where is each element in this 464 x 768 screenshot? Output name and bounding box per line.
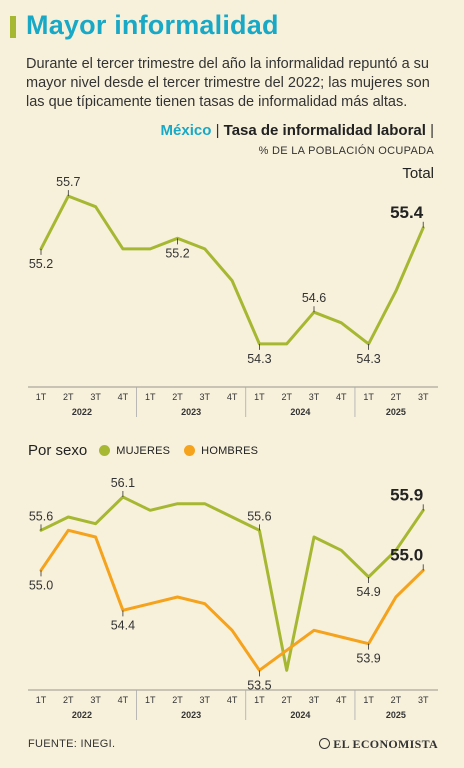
x-tick-label: 1T bbox=[36, 392, 47, 402]
data-label: 54.3 bbox=[247, 352, 271, 366]
year-label-2025: 2025 bbox=[386, 407, 406, 417]
data-label: 56.1 bbox=[111, 476, 135, 490]
year-label-2022: 2022 bbox=[72, 710, 92, 720]
legend-hombres-swatch bbox=[184, 445, 196, 456]
x-tick-label: 2T bbox=[172, 695, 183, 705]
header-separator-end: | bbox=[430, 122, 434, 139]
x-tick-label: 1T bbox=[145, 392, 156, 402]
year-label-2022: 2022 bbox=[72, 407, 92, 417]
data-label: 54.9 bbox=[356, 585, 380, 599]
x-tick-label: 3T bbox=[309, 392, 320, 402]
legend-hombres-label: HOMBRES bbox=[201, 444, 259, 457]
series-line-hombres bbox=[39, 528, 425, 672]
data-label: 53.5 bbox=[247, 678, 271, 692]
x-tick-label: 1T bbox=[363, 392, 374, 402]
legend-mujeres-label: MUJERES bbox=[116, 444, 171, 457]
data-label: 55.2 bbox=[29, 257, 53, 271]
source-note: FUENTE: INEGI. bbox=[28, 738, 116, 750]
x-tick-label: 4T bbox=[227, 695, 238, 705]
total-label: Total bbox=[402, 165, 434, 182]
title-accent-bar bbox=[10, 16, 16, 38]
x-tick-label: 3T bbox=[309, 695, 320, 705]
data-label: 55.6 bbox=[29, 509, 53, 523]
page-title: Mayor informalidad bbox=[26, 10, 279, 40]
brand-logo: EL ECONOMISTA bbox=[319, 737, 438, 752]
x-tick-label: 3T bbox=[200, 392, 211, 402]
x-tick-label: 1T bbox=[254, 392, 265, 402]
year-label-2024: 2024 bbox=[290, 710, 310, 720]
x-tick-label: 4T bbox=[118, 695, 129, 705]
x-tick-label: 3T bbox=[418, 695, 429, 705]
data-label: 54.6 bbox=[302, 291, 326, 305]
data-label: 55.4 bbox=[390, 203, 424, 222]
x-tick-label: 4T bbox=[336, 695, 347, 705]
measure-label: Tasa de informalidad laboral bbox=[223, 122, 426, 139]
total-line-chart: 2022 2023 2024 2025 1T 2T 3T 4T 1T 2T 3T 4T 1T 2T 3T 4T… bbox=[28, 175, 438, 417]
x-tick-label: 4T bbox=[336, 392, 347, 402]
data-label: 55.0 bbox=[390, 545, 423, 564]
x-tick-label: 1T bbox=[363, 695, 374, 705]
sex-line-chart: 2022 2023 2024 2025 1T 2T 3T 4T 1T 2T 3T 4T 1T 2T 3T 4T… bbox=[28, 476, 438, 720]
x-tick-label: 3T bbox=[90, 392, 101, 402]
data-label: 55.6 bbox=[247, 509, 271, 523]
data-label: 54.4 bbox=[111, 618, 135, 632]
x-tick-label: 2T bbox=[391, 392, 402, 402]
x-tick-label: 2T bbox=[281, 392, 292, 402]
subtitle: Durante el tercer trimestre del año la i… bbox=[26, 56, 430, 110]
data-label: 55.2 bbox=[165, 246, 189, 260]
data-label: 55.7 bbox=[56, 175, 80, 189]
year-label-2023: 2023 bbox=[181, 407, 201, 417]
series-line-total bbox=[39, 194, 425, 346]
legend-title: Por sexo bbox=[28, 442, 88, 459]
x-tick-label: 3T bbox=[90, 695, 101, 705]
country-label: México bbox=[160, 122, 212, 139]
x-tick-label: 3T bbox=[418, 392, 429, 402]
data-label: 55.0 bbox=[29, 578, 53, 592]
header-separator: | bbox=[215, 122, 220, 139]
year-label-2023: 2023 bbox=[181, 710, 201, 720]
x-tick-label: 2T bbox=[63, 392, 74, 402]
brand-name: EL ECONOMISTA bbox=[333, 737, 438, 751]
year-label-2024: 2024 bbox=[290, 407, 310, 417]
brand-icon bbox=[319, 738, 331, 749]
x-tick-label: 2T bbox=[391, 695, 402, 705]
data-label: 55.9 bbox=[390, 485, 423, 504]
x-tick-label: 2T bbox=[172, 392, 183, 402]
legend: Por sexo MUJERES HOMBRES bbox=[28, 442, 268, 459]
x-tick-label: 3T bbox=[200, 695, 211, 705]
x-tick-label: 1T bbox=[36, 695, 47, 705]
x-tick-label: 4T bbox=[227, 392, 238, 402]
data-label: 53.9 bbox=[356, 652, 380, 666]
year-label-2025: 2025 bbox=[386, 710, 406, 720]
x-tick-label: 1T bbox=[254, 695, 265, 705]
unit-label: % DE LA POBLACIÓN OCUPADA bbox=[258, 145, 434, 157]
data-label: 54.3 bbox=[356, 352, 380, 366]
legend-mujeres-swatch bbox=[99, 445, 111, 456]
x-tick-label: 2T bbox=[281, 695, 292, 705]
x-tick-label: 4T bbox=[118, 392, 129, 402]
x-tick-label: 2T bbox=[63, 695, 74, 705]
chart-header: México | Tasa de informalidad laboral | bbox=[161, 122, 434, 139]
x-tick-label: 1T bbox=[145, 695, 156, 705]
